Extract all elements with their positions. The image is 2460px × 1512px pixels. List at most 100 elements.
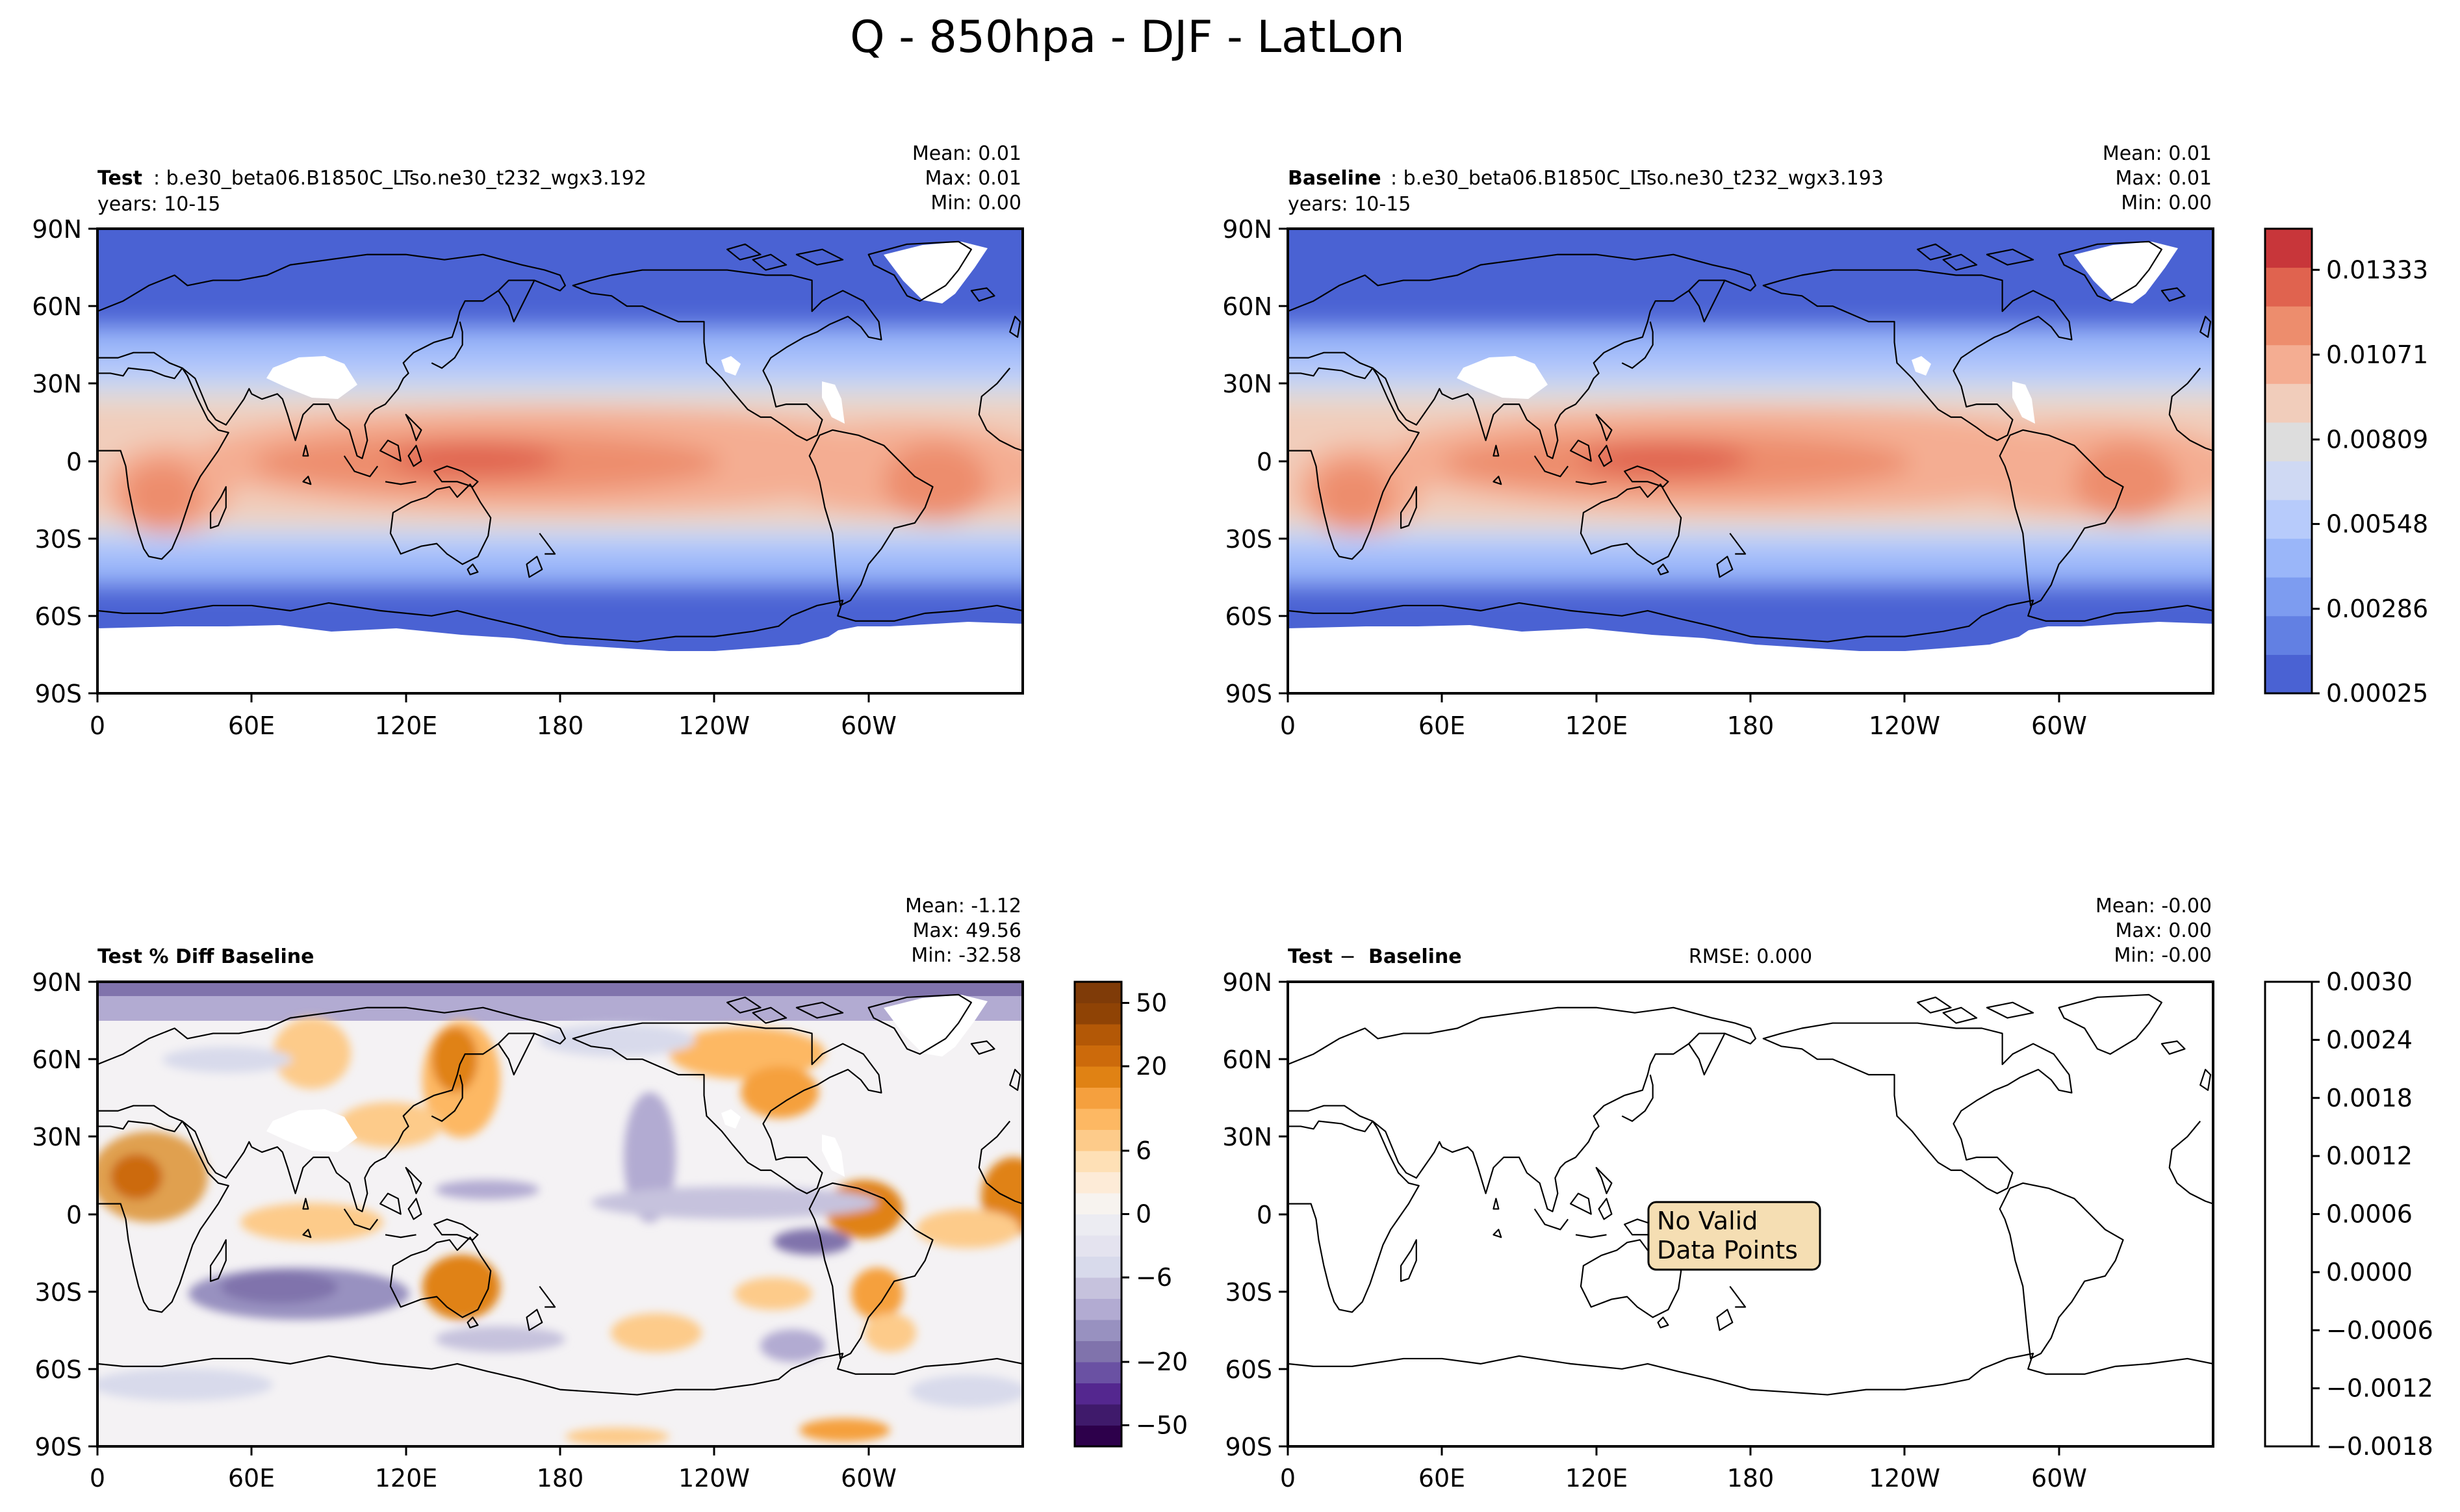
- colorbar-q-segment: [2265, 461, 2312, 500]
- panel-test-stat-max: Max: 0.01: [925, 167, 1021, 190]
- colorbar-percent-diff-segment: [1075, 1340, 1121, 1363]
- colorbar-q-tick-label: 0.00809: [2326, 425, 2428, 454]
- panel-test-xtick-120e: 120E: [375, 711, 438, 740]
- colorbar-percent-diff-segment: [1075, 1383, 1121, 1405]
- colorbar-q-segment: [2265, 422, 2312, 461]
- colorbar-difference-tick-label: 0.0000: [2326, 1258, 2413, 1287]
- panel-baseline-y-axis: 90N 60N 30N 0 30S 60S 90S: [1222, 215, 1288, 708]
- panel-percent-diff-stat-max: Max: 49.56: [912, 919, 1021, 942]
- panel-test-subtitle: years: 10-15: [97, 193, 220, 216]
- panel-test-title-rest: : b.e30_beta06.B1850C_LTso.ne30_t232_wgx…: [153, 167, 647, 190]
- panel-baseline-ytick-0: 0: [1257, 448, 1272, 476]
- colorbar-percent-diff-segment: [1075, 1362, 1121, 1383]
- panel-difference-stat-max: Max: 0.00: [2116, 919, 2212, 942]
- colorbar-q-tick-label: 0.00286: [2326, 595, 2428, 623]
- panel-baseline-title-bold: Baseline: [1288, 167, 1381, 190]
- panel-test-field: [97, 229, 1023, 693]
- panel-percent-diff-stat-mean: Mean: -1.12: [905, 895, 1021, 917]
- colorbar-difference-tick-label: −0.0012: [2326, 1374, 2433, 1403]
- panel-difference-ytick-30s: 30S: [1225, 1278, 1272, 1307]
- colorbar-difference-tick-label: 0.0030: [2326, 967, 2413, 996]
- panel-difference-ytick-60n: 60N: [1222, 1045, 1272, 1074]
- panel-baseline-stat-mean: Mean: 0.01: [2103, 142, 2212, 165]
- panel-difference-ytick-60s: 60S: [1225, 1355, 1272, 1384]
- colorbar-percent-diff-segment: [1075, 1066, 1121, 1088]
- colorbar-q-segment: [2265, 500, 2312, 539]
- colorbar-percent-diff-tick-label: 20: [1136, 1052, 1167, 1081]
- colorbar-difference-tick-label: −0.0018: [2326, 1432, 2433, 1461]
- panel-baseline-field: [1288, 229, 2213, 693]
- colorbar-difference-tick-label: 0.0018: [2326, 1084, 2413, 1112]
- panel-difference-xtick-120w: 120W: [1869, 1464, 1940, 1493]
- panel-difference-title-b: Baseline: [1368, 945, 1462, 968]
- colorbar-percent-diff-segment: [1075, 1277, 1121, 1299]
- panel-percent-diff: Test % Diff Baseline Mean: -1.12 Max: 49…: [32, 895, 1024, 1493]
- colorbar-percent-diff-tick-label: −20: [1136, 1348, 1188, 1376]
- panel-baseline-ytick-90n: 90N: [1222, 215, 1272, 244]
- colorbar-difference-tick-label: 0.0012: [2326, 1142, 2413, 1170]
- colorbar-q-segment: [2265, 344, 2312, 384]
- no-valid-data-line-1: No Valid: [1657, 1207, 1758, 1235]
- panel-difference-xtick-0: 0: [1280, 1464, 1296, 1493]
- panel-percent-diff-xtick-0: 0: [90, 1464, 105, 1493]
- panel-difference-ytick-90s: 90S: [1225, 1433, 1272, 1461]
- panel-baseline-x-axis: 0 60E 120E 180 120W 60W: [1280, 693, 2087, 740]
- panel-difference-ytick-90n: 90N: [1222, 968, 1272, 997]
- panel-difference-ytick-30n: 30N: [1222, 1123, 1272, 1151]
- panel-difference-rmse: RMSE: 0.000: [1689, 945, 1812, 968]
- panel-difference-xtick-180: 180: [1727, 1464, 1775, 1493]
- colorbar-q-segment: [2265, 538, 2312, 578]
- panel-test-ytick-30s: 30S: [35, 525, 82, 554]
- colorbar-percent-diff-segment: [1075, 1298, 1121, 1320]
- panel-test-ytick-90s: 90S: [35, 680, 82, 708]
- panel-test-x-axis: 0 60E 120E 180 120W 60W: [90, 693, 897, 740]
- panel-percent-diff-xtick-60e: 60E: [228, 1464, 275, 1493]
- colorbar-percent-diff-tick-label: 50: [1136, 989, 1167, 1018]
- colorbar-difference-tick-label: 0.0006: [2326, 1200, 2413, 1229]
- colorbar-percent-diff-segment: [1075, 982, 1121, 1003]
- panel-test-ytick-0: 0: [66, 448, 82, 476]
- colorbar-percent-diff-segment: [1075, 1087, 1121, 1109]
- panel-baseline-title-rest: : b.e30_beta06.B1850C_LTso.ne30_t232_wgx…: [1390, 167, 1884, 190]
- panel-difference-xtick-60w: 60W: [2031, 1464, 2087, 1493]
- panel-test-stat-min: Min: 0.00: [930, 192, 1021, 214]
- colorbar-difference-frame: [2264, 980, 2313, 1448]
- panel-test-y-axis: 90N 60N 30N 0 30S 60S 90S: [32, 215, 97, 708]
- panel-percent-diff-ytick-90s: 90S: [35, 1433, 82, 1461]
- panel-test-ytick-90n: 90N: [32, 215, 82, 244]
- panel-percent-diff-ytick-60n: 60N: [32, 1045, 82, 1074]
- panel-percent-diff-x-axis: 0 60E 120E 180 120W 60W: [90, 1446, 897, 1493]
- panel-test-ytick-60s: 60S: [35, 602, 82, 631]
- figure-title: Q - 850hpa - DJF - LatLon: [850, 12, 1405, 63]
- panel-baseline: Baseline : b.e30_beta06.B1850C_LTso.ne30…: [1222, 142, 2214, 740]
- colorbar-percent-diff-tick-label: −50: [1136, 1411, 1188, 1440]
- panel-baseline-ytick-60s: 60S: [1225, 602, 1272, 631]
- colorbar-difference-tick-label: −0.0006: [2326, 1316, 2433, 1344]
- panel-difference-xtick-60e: 60E: [1418, 1464, 1465, 1493]
- panel-baseline-xtick-180: 180: [1727, 711, 1775, 740]
- panel-difference-stat-mean: Mean: -0.00: [2095, 895, 2212, 917]
- panel-baseline-ytick-30n: 30N: [1222, 370, 1272, 398]
- panel-test-stat-mean: Mean: 0.01: [912, 142, 1021, 165]
- colorbar-percent-diff-tick-label: 0: [1136, 1200, 1151, 1229]
- colorbar-q: 0.00025 0.00286 0.00548 0.00809 0.01071 0.013…: [2264, 227, 2428, 708]
- colorbar-percent-diff-segment: [1075, 1256, 1121, 1278]
- colorbar-q-frame: [2264, 227, 2313, 695]
- panel-difference: Test − Baseline RMSE: 0.000 Mean: -0.00 …: [1222, 895, 2214, 1493]
- colorbar-percent-diff-segment: [1075, 1214, 1121, 1236]
- colorbar-q-segment: [2265, 577, 2312, 617]
- colorbar-percent-diff-segment: [1075, 1320, 1121, 1341]
- panel-test: Test : b.e30_beta06.B1850C_LTso.ne30_t23…: [32, 142, 1024, 740]
- colorbar-q-segment: [2265, 306, 2312, 346]
- panel-test-ytick-30n: 30N: [32, 370, 82, 398]
- colorbar-q-segment: [2265, 383, 2312, 423]
- colorbar-q-tick-label: 0.01071: [2326, 340, 2428, 369]
- panel-percent-diff-field: [97, 982, 1023, 1446]
- colorbar-percent-diff-segment: [1075, 1404, 1121, 1426]
- panel-difference-x-axis: 0 60E 120E 180 120W 60W: [1280, 1446, 2087, 1493]
- panel-difference-title-a: Test: [1288, 945, 1333, 968]
- colorbar-q-segment: [2265, 615, 2312, 655]
- colorbar-percent-diff-segment: [1075, 1024, 1121, 1045]
- panel-test-xtick-60w: 60W: [841, 711, 897, 740]
- panel-percent-diff-ytick-30s: 30S: [35, 1278, 82, 1307]
